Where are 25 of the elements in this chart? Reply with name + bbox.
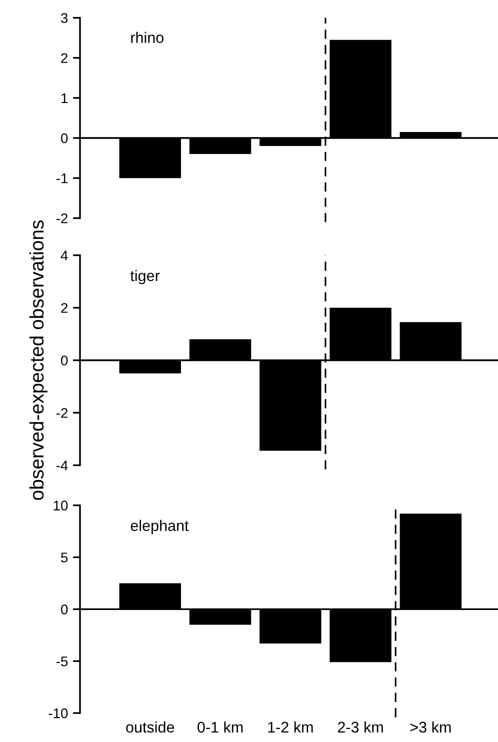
y-tick-label: -2	[56, 213, 68, 224]
y-tick-label: 10	[54, 500, 68, 510]
text: tiger	[130, 270, 160, 284]
y-tick-label: 0	[61, 604, 68, 614]
text: rhino	[131, 32, 164, 44]
y-tick-label: -5	[56, 656, 68, 666]
y-tick-label: 0	[61, 133, 68, 144]
x-tick-label: 0-1 km	[198, 721, 243, 733]
y-tick-label: 4	[60, 250, 68, 260]
y-tick-label: 2	[61, 303, 68, 313]
x-tick-label: outside	[126, 721, 174, 733]
y-tick-label: -2	[56, 408, 68, 418]
y-tick-label: 0	[61, 356, 68, 366]
y-tick-label: 5	[61, 552, 68, 562]
y-axis-title: observed-expected observations	[29, 220, 48, 500]
y-tick-label: 1	[62, 93, 68, 103]
text: elephant	[130, 520, 189, 534]
x-tick-label: 2-3 km	[338, 721, 383, 733]
y-tick-label: 2	[61, 53, 68, 63]
y-tick-label: -1	[56, 174, 68, 184]
y-tick-label: -10	[48, 708, 68, 718]
y-tick-label: 3	[61, 13, 68, 23]
x-tick-label: 1-2 km	[268, 721, 313, 732]
x-tick-label: >3 km	[410, 721, 451, 733]
y-tick-label: -4	[56, 460, 68, 470]
